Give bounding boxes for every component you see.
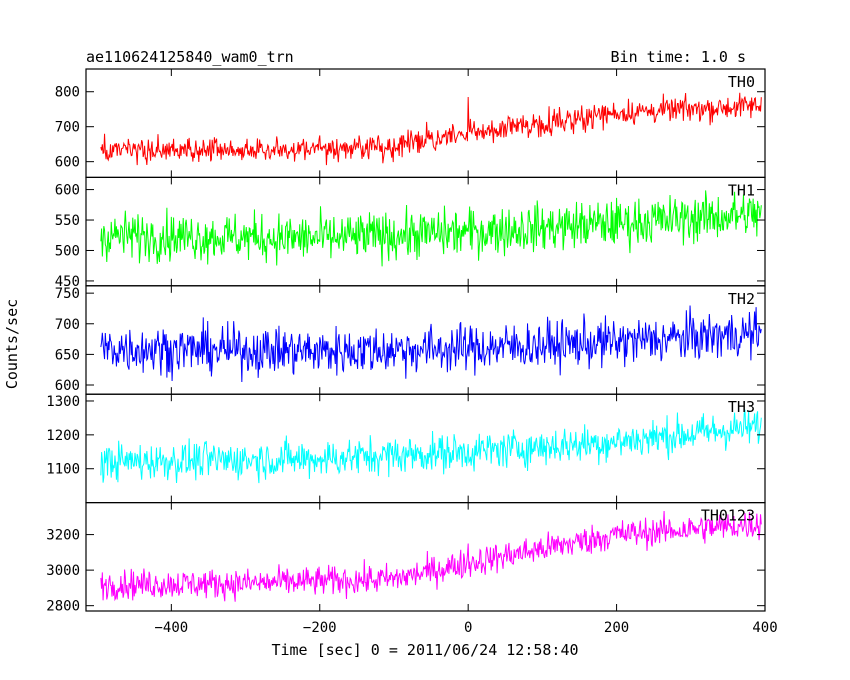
y-tick-label: 600 [55,155,80,171]
series-label-th0: TH0 [728,73,755,91]
panel-th0: 600 700 800 TH0 [55,68,766,179]
series-line-th2 [100,305,762,382]
series-line-th0 [100,92,762,166]
y-axis-label: Counts/sec [3,299,21,389]
series-label-th3: TH3 [728,398,755,416]
y-tick-label: 700 [55,317,80,333]
panel-th3: 1100 1200 1300 TH3 [46,393,766,504]
panel-th1: 450 500 550 600 TH1 [55,176,766,290]
y-tick-label: 3200 [46,528,80,544]
series-line-th0123 [100,511,762,602]
x-tick-label: 200 [604,620,629,636]
bin-time-label: Bin time: 1.0 s [611,48,746,66]
panel-frame [85,68,766,179]
y-tick-label: 1200 [46,428,80,444]
y-tick-label: 700 [55,120,80,136]
y-tick-label: 550 [55,213,80,229]
series-label-th0123: TH0123 [701,507,755,525]
y-tick-label: 1300 [46,394,80,410]
y-tick-label: 600 [55,378,80,394]
y-tick-label: 650 [55,347,80,363]
series-label-th2: TH2 [728,290,755,308]
panel-frame [85,393,766,504]
x-tick-label: 0 [464,620,472,636]
y-tick-label: 450 [55,274,80,290]
series-label-th1: TH1 [728,181,755,199]
x-axis-label: Time [sec] 0 = 2011/06/24 12:58:40 [271,641,578,659]
x-tick-label: −400 [154,620,188,636]
panels-group: 600 700 800 TH0 450 500 550 600 TH1 600 650 700 750 T… [46,68,778,636]
y-tick-label: 1100 [46,462,80,478]
series-line-th1 [100,190,762,267]
panel-th0123: 2800 3000 3200 TH0123 [46,502,766,615]
y-tick-label: 2800 [46,599,80,615]
y-tick-label: 500 [55,243,80,259]
y-tick-label: 3000 [46,563,80,579]
series-line-th3 [100,409,762,484]
y-tick-label: 750 [55,286,80,302]
chart-title: ae110624125840_wam0_trn [86,48,294,66]
x-tick-label: −200 [303,620,337,636]
y-tick-label: 800 [55,85,80,101]
y-tick-label: 600 [55,183,80,199]
panel-th2: 600 650 700 750 TH2 [55,285,766,395]
x-tick-label: 400 [752,620,777,636]
panel-frame [85,502,766,612]
